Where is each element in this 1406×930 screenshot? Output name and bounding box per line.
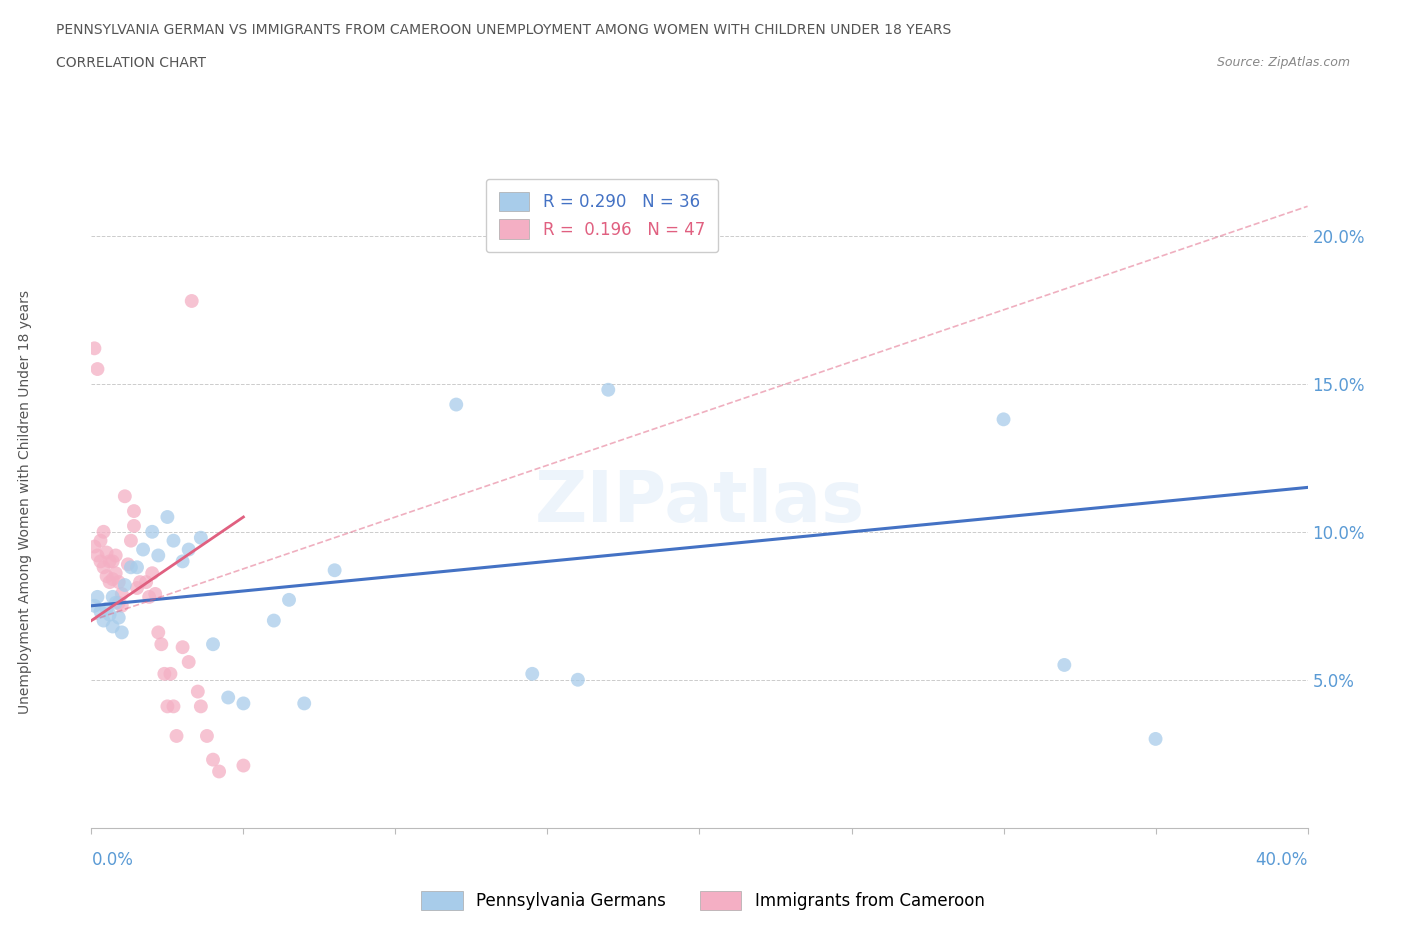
Point (93, 560, 115, 575)
Legend: R = 0.290   N = 36, R =  0.196   N = 47: R = 0.290 N = 36, R = 0.196 N = 47 (486, 179, 718, 252)
Point (117, 557, 139, 572)
Point (141, 525, 163, 539)
Point (104, 548, 127, 563)
Point (598, 382, 620, 397)
Point (444, 397, 467, 412)
Point (89, 604, 111, 619)
Point (202, 637, 225, 652)
Point (111, 587, 134, 602)
Point (98, 575, 121, 590)
Point (125, 580, 148, 595)
Point (202, 752, 225, 767)
Point (148, 548, 170, 563)
Point (190, 699, 212, 714)
Point (135, 575, 157, 590)
Text: ZIPatlas: ZIPatlas (534, 468, 865, 537)
Point (101, 572, 124, 587)
Point (993, 412, 1015, 427)
Point (125, 560, 148, 575)
Point (104, 595, 127, 610)
Point (101, 590, 124, 604)
Point (120, 533, 142, 548)
Text: PENNSYLVANIA GERMAN VS IMMIGRANTS FROM CAMEROON UNEMPLOYMENT AMONG WOMEN WITH CH: PENNSYLVANIA GERMAN VS IMMIGRANTS FROM C… (56, 23, 952, 37)
Point (114, 489, 136, 504)
Point (567, 672, 589, 687)
Text: Unemployment Among Women with Children Under 18 years: Unemployment Among Women with Children U… (18, 290, 32, 714)
Point (292, 696, 315, 711)
Point (120, 560, 142, 575)
Point (138, 590, 160, 604)
Point (232, 758, 254, 773)
Point (132, 542, 155, 557)
Point (323, 563, 346, 578)
Point (89, 554, 111, 569)
Point (172, 554, 194, 569)
Point (101, 554, 124, 569)
Point (153, 667, 176, 682)
Point (96, 569, 118, 584)
Point (150, 637, 173, 652)
Point (98, 554, 121, 569)
Point (159, 667, 181, 682)
Point (177, 655, 200, 670)
Point (162, 533, 184, 548)
Point (96, 545, 118, 560)
Text: CORRELATION CHART: CORRELATION CHART (56, 56, 207, 70)
Point (190, 530, 212, 545)
Point (93, 525, 115, 539)
Point (107, 595, 129, 610)
Point (111, 598, 134, 613)
Point (208, 764, 231, 779)
Point (114, 578, 136, 592)
Point (98, 607, 121, 622)
Point (86, 362, 108, 377)
Point (141, 565, 163, 580)
Point (522, 667, 544, 682)
Point (86, 548, 108, 563)
Point (232, 696, 254, 711)
Point (1053, 658, 1076, 672)
Text: 40.0%: 40.0% (1256, 851, 1308, 869)
Point (263, 613, 285, 628)
Point (166, 728, 188, 743)
Point (156, 699, 179, 714)
Point (93, 613, 115, 628)
Point (177, 542, 200, 557)
Point (217, 690, 239, 705)
Point (86, 590, 108, 604)
Point (129, 575, 152, 590)
Point (122, 504, 145, 519)
Point (195, 728, 218, 743)
Point (156, 510, 179, 525)
Point (96, 602, 118, 617)
Point (172, 640, 194, 655)
Point (180, 294, 202, 309)
Point (83, 598, 105, 613)
Point (278, 592, 301, 607)
Point (104, 565, 127, 580)
Text: Source: ZipAtlas.com: Source: ZipAtlas.com (1216, 56, 1350, 69)
Point (1144, 732, 1167, 747)
Point (83, 341, 105, 356)
Point (187, 684, 209, 699)
Point (89, 533, 111, 548)
Point (107, 610, 129, 625)
Point (107, 575, 129, 590)
Point (122, 518, 145, 533)
Point (162, 699, 184, 714)
Text: 0.0%: 0.0% (91, 851, 134, 869)
Point (148, 625, 170, 640)
Legend: Pennsylvania Germans, Immigrants from Cameroon: Pennsylvania Germans, Immigrants from Ca… (415, 884, 991, 917)
Point (83, 539, 105, 554)
Point (111, 625, 134, 640)
Point (101, 619, 124, 634)
Point (143, 587, 166, 602)
